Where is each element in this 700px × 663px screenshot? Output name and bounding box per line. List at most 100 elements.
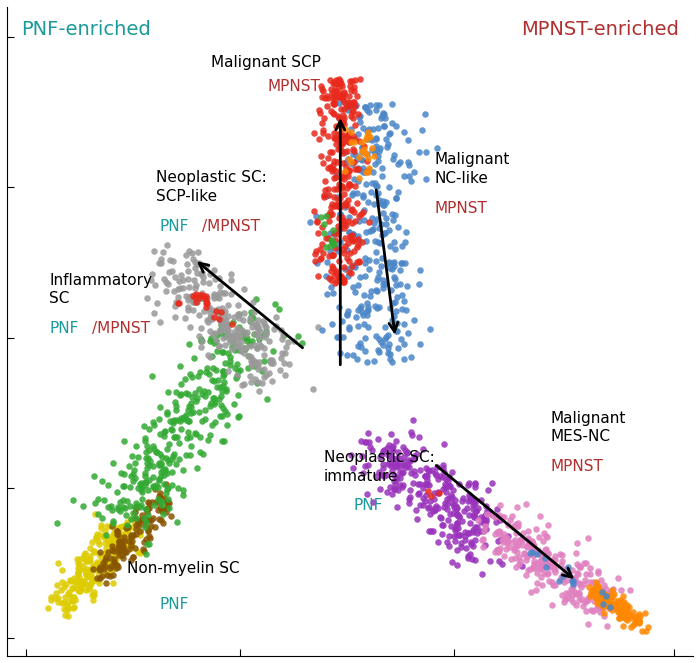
- Point: [330, 86, 342, 96]
- Point: [76, 575, 88, 586]
- Point: [109, 558, 120, 568]
- Point: [333, 78, 344, 88]
- Point: [463, 496, 474, 507]
- Point: [171, 404, 182, 415]
- Point: [116, 529, 127, 540]
- Point: [342, 101, 354, 112]
- Point: [253, 339, 265, 349]
- Point: [317, 86, 328, 96]
- Point: [279, 370, 290, 381]
- Point: [103, 480, 114, 491]
- Point: [138, 513, 149, 524]
- Point: [181, 259, 193, 269]
- Point: [68, 575, 79, 586]
- Text: Non-myelin SC: Non-myelin SC: [127, 562, 239, 576]
- Point: [108, 564, 119, 575]
- Point: [498, 512, 510, 522]
- Point: [88, 587, 99, 598]
- Point: [363, 322, 374, 333]
- Point: [449, 495, 461, 505]
- Point: [363, 255, 374, 265]
- Point: [332, 129, 344, 140]
- Point: [566, 583, 578, 594]
- Point: [312, 271, 323, 282]
- Point: [253, 332, 265, 342]
- Point: [115, 536, 126, 546]
- Point: [202, 387, 214, 397]
- Point: [393, 222, 404, 233]
- Point: [387, 321, 398, 332]
- Point: [439, 466, 450, 477]
- Point: [438, 460, 449, 471]
- Point: [341, 200, 352, 210]
- Point: [334, 202, 345, 213]
- Point: [220, 386, 232, 396]
- Point: [614, 602, 625, 613]
- Point: [346, 261, 358, 271]
- Point: [524, 564, 536, 574]
- Point: [612, 603, 623, 613]
- Text: MPNST: MPNST: [551, 459, 603, 474]
- Point: [334, 271, 345, 281]
- Point: [94, 562, 106, 573]
- Point: [106, 531, 118, 542]
- Point: [491, 545, 503, 556]
- Point: [372, 188, 384, 198]
- Point: [113, 535, 124, 546]
- Point: [190, 396, 202, 406]
- Point: [326, 275, 337, 286]
- Point: [122, 525, 133, 536]
- Point: [252, 314, 263, 325]
- Point: [503, 520, 514, 530]
- Point: [441, 504, 452, 514]
- Text: PNF: PNF: [354, 499, 383, 513]
- Point: [392, 462, 403, 473]
- Point: [547, 560, 559, 571]
- Point: [116, 550, 127, 560]
- Point: [630, 613, 641, 623]
- Point: [183, 305, 194, 316]
- Point: [332, 78, 344, 88]
- Point: [150, 480, 161, 491]
- Point: [74, 585, 85, 596]
- Point: [564, 588, 575, 599]
- Point: [613, 595, 624, 606]
- Point: [207, 328, 218, 339]
- Point: [354, 302, 365, 313]
- Point: [216, 400, 227, 410]
- Point: [340, 98, 351, 109]
- Point: [498, 537, 509, 548]
- Point: [402, 135, 414, 145]
- Point: [614, 599, 625, 610]
- Point: [437, 463, 448, 473]
- Point: [97, 512, 108, 523]
- Point: [197, 416, 208, 426]
- Point: [206, 375, 217, 385]
- Point: [150, 484, 161, 495]
- Point: [119, 436, 130, 446]
- Point: [166, 424, 177, 434]
- Point: [330, 278, 341, 288]
- Point: [337, 147, 349, 158]
- Point: [407, 478, 419, 489]
- Point: [71, 577, 82, 587]
- Point: [68, 495, 79, 505]
- Point: [141, 516, 152, 527]
- Point: [111, 532, 122, 542]
- Point: [169, 432, 181, 442]
- Point: [329, 78, 340, 89]
- Point: [160, 488, 172, 499]
- Point: [130, 520, 141, 530]
- Point: [143, 526, 154, 536]
- Point: [535, 560, 546, 570]
- Point: [601, 598, 612, 609]
- Point: [620, 605, 631, 615]
- Point: [561, 575, 572, 585]
- Point: [420, 471, 431, 482]
- Point: [225, 355, 236, 366]
- Point: [374, 143, 386, 153]
- Point: [331, 201, 342, 211]
- Point: [233, 331, 244, 341]
- Point: [504, 515, 515, 526]
- Point: [329, 184, 340, 194]
